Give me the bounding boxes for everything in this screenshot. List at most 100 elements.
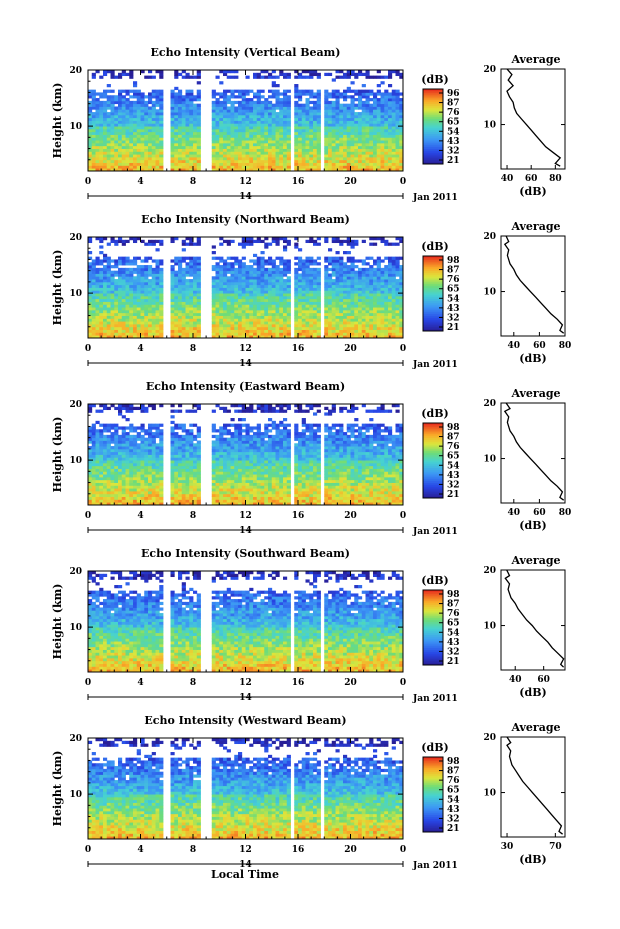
colorbar-tick-label: 43 [447,638,460,648]
profile-y-tick-label: 20 [483,65,496,75]
x-tick-label: 16 [292,344,305,354]
colorbar-tick-label: 76 [447,108,460,118]
profile-y-tick-label: 20 [483,566,496,576]
x-tick-label: 0 [85,177,91,187]
panel-2: Echo Intensity (Northward Beam) 0 4 8 12 16 20… [51,213,571,370]
colorbar-tick-label: 43 [447,304,460,314]
x-tick-label: 16 [292,511,305,521]
profile-frame [500,736,566,838]
x-tick-label: 8 [190,678,196,688]
profile-x-tick-label: 60 [525,174,538,184]
profile-x-tick-label: 40 [509,675,522,685]
day-label: 14 [239,860,252,870]
profile-x-label: (dB) [519,853,546,866]
profile-y-tick-label: 10 [483,455,496,465]
x-tick-label: 0 [85,511,91,521]
colorbar-tick-label: 65 [447,285,460,295]
colorbar-tick-label: 98 [447,256,460,266]
colorbar-tick-label: 98 [447,590,460,600]
profile-frame [500,569,566,671]
colorbar-tick-label: 21 [447,323,460,333]
profile-x-tick-label: 70 [549,842,562,852]
x-tick-label: 0 [400,177,406,187]
colorbar-tick-label: 43 [447,137,460,147]
colorbar-tick-label: 65 [447,786,460,796]
profile-title: Average [510,721,560,734]
profile-line [504,569,565,668]
profile-line [503,235,565,334]
x-tick-label: 20 [344,678,357,688]
y-tick-label: 10 [69,456,82,466]
colorbar-frame [422,589,444,666]
y-tick-label: 10 [69,122,82,132]
y-tick-label: 20 [69,567,82,577]
profile-frame [500,235,566,337]
panel-5: Echo Intensity (Westward Beam) 0 4 8 12 16 20 0… [51,714,566,871]
day-label: 14 [239,526,252,536]
x-tick-label: 0 [85,845,91,855]
profile-line [506,68,562,167]
colorbar-tick-label: 32 [447,146,460,156]
x-tick-label: 0 [400,678,406,688]
x-tick-label: 12 [239,511,252,521]
colorbar-tick-label: 87 [447,266,460,276]
profile-title: Average [510,220,560,233]
panel-1: Echo Intensity (Vertical Beam) 0 4 8 12 16 20 0… [51,46,566,203]
x-tick-label: 12 [239,177,252,187]
date-label: Jan 2011 [412,861,458,871]
colorbar-tick-label: 54 [447,461,460,471]
profile-x-tick-label: 40 [501,174,514,184]
colorbar-label: (dB) [421,407,448,420]
x-tick-label: 20 [344,177,357,187]
profile-x-tick-label: 80 [559,508,572,518]
panel-3: Echo Intensity (Eastward Beam) 0 4 8 12 16 20 0… [51,380,571,537]
colorbar-tick-label: 87 [447,600,460,610]
colorbar-gradient [423,89,443,165]
x-tick-label: 8 [190,177,196,187]
panel-title: Echo Intensity (Westward Beam) [144,714,346,727]
colorbar-frame [422,255,444,332]
day-label: 14 [239,359,252,369]
panel-title: Echo Intensity (Eastward Beam) [146,380,345,393]
panel-title: Echo Intensity (Southward Beam) [141,547,350,560]
colorbar-tick-label: 87 [447,99,460,109]
y-axis-label: Height (km) [51,83,64,159]
x-tick-label: 4 [137,177,143,187]
colorbar-gradient [423,256,443,332]
colorbar-tick-label: 32 [447,647,460,657]
x-tick-label: 16 [292,845,305,855]
y-tick-label: 20 [69,734,82,744]
x-tick-label: 16 [292,678,305,688]
x-tick-label: 16 [292,177,305,187]
x-tick-label: 0 [400,344,406,354]
profile-x-label: (dB) [519,185,546,198]
colorbar-tick-label: 76 [447,609,460,619]
x-tick-label: 8 [190,845,196,855]
profile-y-tick-label: 10 [483,789,496,799]
profile-y-tick-label: 10 [483,121,496,131]
y-tick-label: 10 [69,289,82,299]
x-tick-label: 0 [85,344,91,354]
x-tick-label: 0 [400,511,406,521]
x-tick-label: 12 [239,678,252,688]
colorbar-frame [422,88,444,165]
profile-y-tick-label: 10 [483,288,496,298]
x-tick-label: 0 [85,678,91,688]
profile-title: Average [510,387,560,400]
colorbar-tick-label: 87 [447,767,460,777]
colorbar-tick-label: 98 [447,423,460,433]
colorbar-tick-label: 32 [447,814,460,824]
y-axis-label: Height (km) [51,584,64,660]
y-tick-label: 10 [69,790,82,800]
colorbar-tick-label: 54 [447,795,460,805]
colorbar-tick-label: 21 [447,824,460,834]
profile-x-label: (dB) [519,519,546,532]
colorbar-tick-label: 87 [447,433,460,443]
colorbar-tick-label: 76 [447,776,460,786]
profile-title: Average [510,554,560,567]
colorbar-tick-label: 21 [447,490,460,500]
panel-title: Echo Intensity (Northward Beam) [141,213,350,226]
x-tick-label: 4 [137,344,143,354]
x-tick-label: 20 [344,511,357,521]
x-axis-label: Local Time [211,868,279,881]
